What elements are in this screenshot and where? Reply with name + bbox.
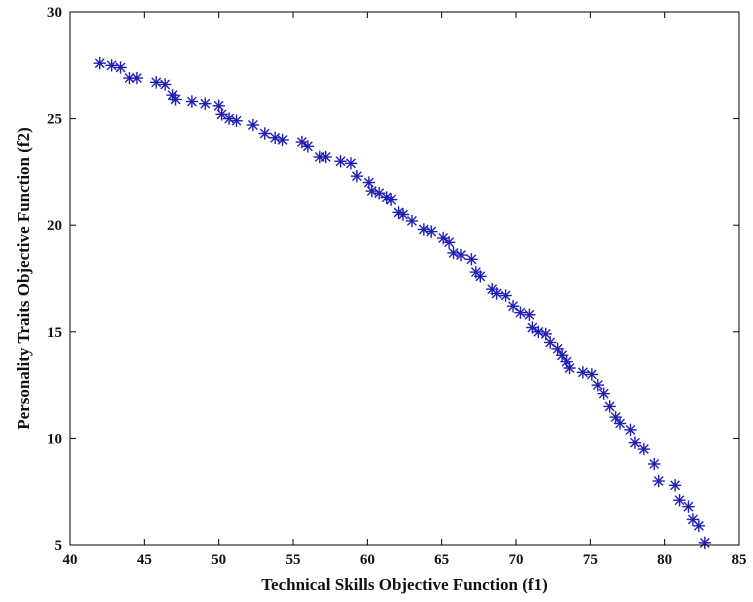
- data-point: [515, 307, 526, 318]
- x-axis-title: Technical Skills Objective Function (f1): [261, 575, 548, 594]
- data-point: [693, 520, 704, 531]
- data-point: [270, 132, 281, 143]
- y-tick-label: 10: [47, 431, 62, 447]
- y-tick-label: 30: [47, 5, 62, 21]
- data-point: [277, 134, 288, 145]
- data-point: [629, 437, 640, 448]
- data-point: [200, 98, 211, 109]
- data-point: [638, 444, 649, 455]
- data-point: [302, 141, 313, 152]
- data-point: [674, 495, 685, 506]
- data-point: [653, 476, 664, 487]
- data-point: [213, 100, 224, 111]
- data-point: [351, 171, 362, 182]
- data-point: [224, 113, 235, 124]
- data-point: [699, 537, 710, 548]
- y-tick-label: 20: [47, 218, 62, 234]
- data-point: [564, 363, 575, 374]
- data-point: [259, 128, 270, 139]
- data-point: [475, 271, 486, 282]
- data-point: [366, 186, 377, 197]
- data-point: [615, 418, 626, 429]
- x-tick-label: 55: [286, 552, 301, 568]
- data-point: [455, 250, 466, 261]
- data-point: [444, 237, 455, 248]
- data-point: [320, 151, 331, 162]
- data-point: [683, 501, 694, 512]
- data-point: [533, 326, 544, 337]
- data-point: [625, 424, 636, 435]
- data-point: [106, 60, 117, 71]
- x-tick-label: 80: [657, 552, 672, 568]
- data-point: [363, 177, 374, 188]
- x-tick-label: 85: [732, 552, 747, 568]
- data-point: [94, 58, 105, 69]
- data-point: [151, 77, 162, 88]
- x-tick-label: 50: [211, 552, 226, 568]
- data-point: [500, 290, 511, 301]
- data-point: [670, 480, 681, 491]
- data-point: [524, 309, 535, 320]
- y-tick-label: 25: [47, 112, 62, 128]
- x-tick-label: 45: [137, 552, 152, 568]
- data-point: [426, 226, 437, 237]
- data-point: [466, 254, 477, 265]
- data-point: [406, 215, 417, 226]
- y-tick-label: 15: [47, 325, 62, 341]
- data-point: [598, 388, 609, 399]
- data-point: [115, 62, 126, 73]
- data-point: [247, 119, 258, 130]
- data-point: [545, 337, 556, 348]
- y-axis-title: Personality Traits Objective Function (f…: [14, 127, 33, 430]
- y-tick-label: 5: [55, 538, 63, 554]
- data-point: [418, 224, 429, 235]
- data-point: [448, 247, 459, 258]
- data-point: [131, 73, 142, 84]
- x-tick-label: 65: [434, 552, 449, 568]
- data-point: [491, 288, 502, 299]
- data-point: [345, 158, 356, 169]
- data-point: [398, 209, 409, 220]
- data-point: [186, 96, 197, 107]
- data-point: [649, 458, 660, 469]
- x-tick-label: 60: [360, 552, 375, 568]
- x-tick-label: 40: [63, 552, 78, 568]
- data-point: [508, 301, 519, 312]
- data-point: [170, 94, 181, 105]
- data-point: [335, 156, 346, 167]
- data-point: [231, 115, 242, 126]
- data-point: [386, 194, 397, 205]
- data-point: [604, 401, 615, 412]
- data-point: [586, 369, 597, 380]
- x-tick-label: 70: [509, 552, 524, 568]
- x-tick-label: 75: [583, 552, 598, 568]
- data-point: [160, 79, 171, 90]
- data-point: [577, 367, 588, 378]
- data-point: [592, 380, 603, 391]
